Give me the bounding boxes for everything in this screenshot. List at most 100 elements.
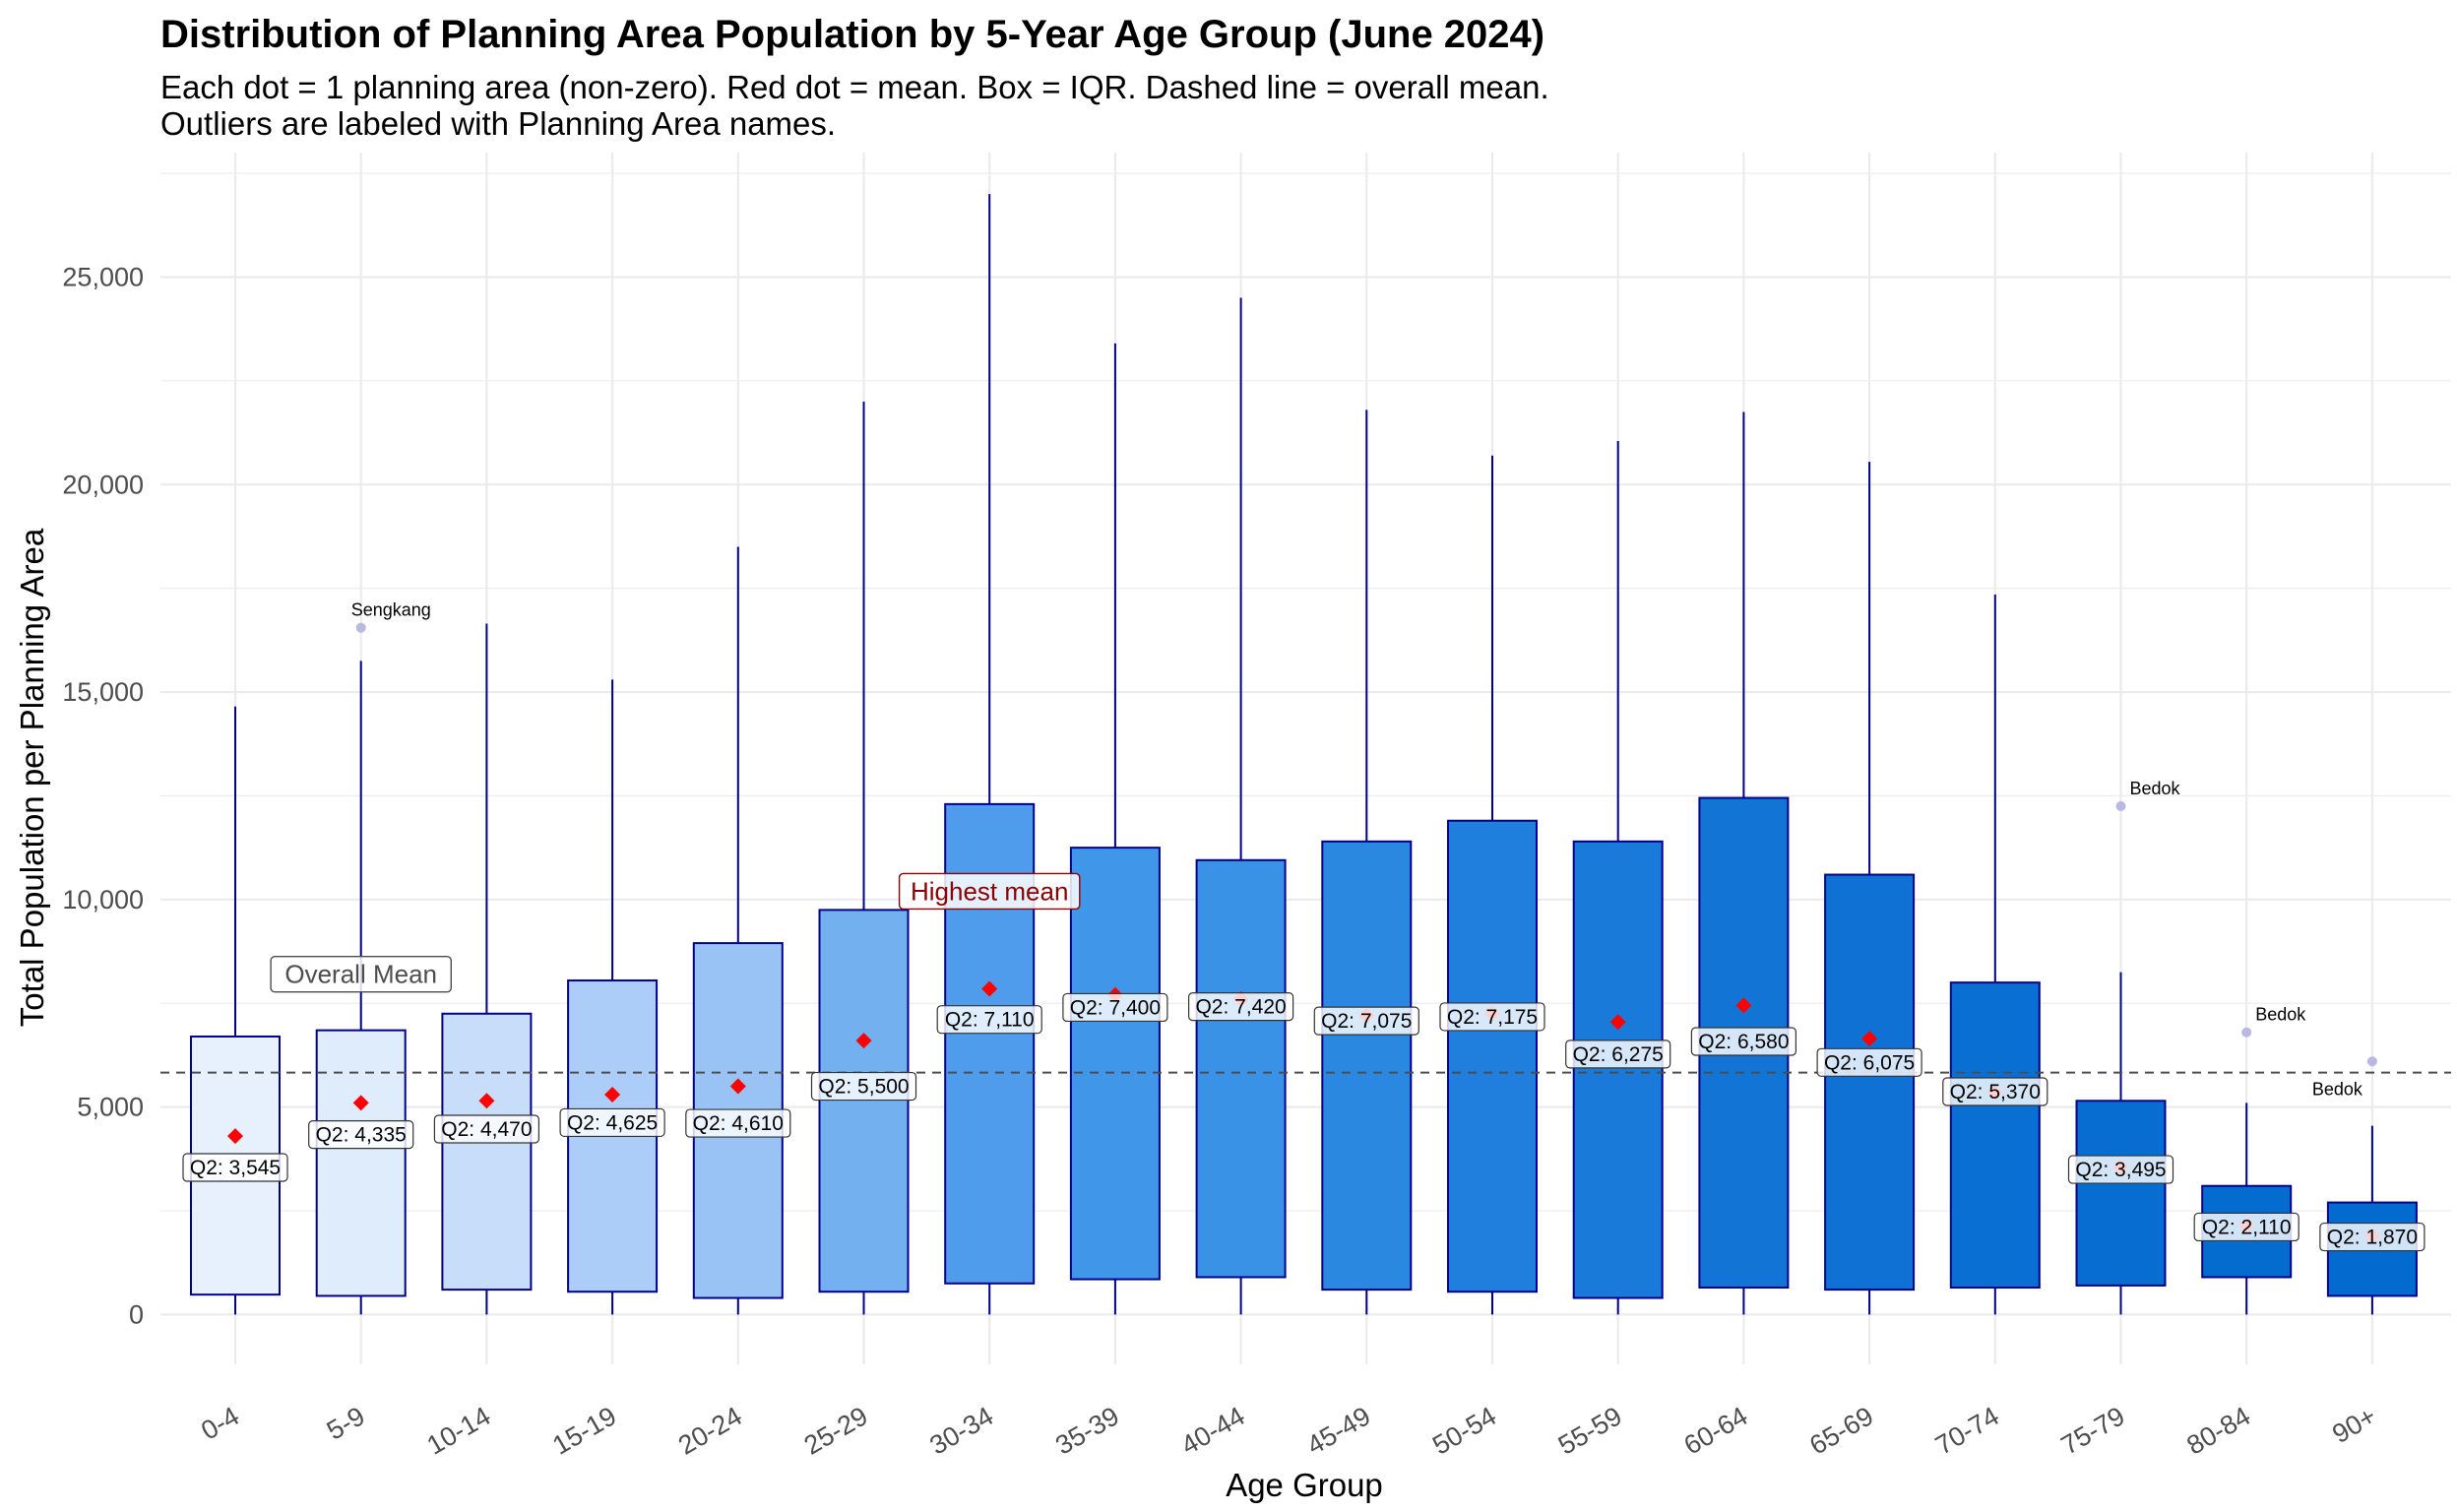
x-tick-label: 25-29	[799, 1401, 873, 1461]
median-label: Q2: 7,075	[1321, 1010, 1412, 1033]
median-label: Q2: 6,580	[1698, 1031, 1789, 1053]
x-tick-label: 90+	[2327, 1401, 2381, 1449]
chart-title: Distribution of Planning Area Population…	[160, 13, 1544, 56]
median-labels: Q2: 3,545 Q2: 4,335 Q2: 4,470 Q2: 4,625 Q2: …	[182, 992, 2426, 1252]
median-label-box	[1062, 992, 1168, 1023]
median-label: Q2: 3,545	[190, 1157, 281, 1179]
mean-marker	[855, 1033, 872, 1049]
median-label-box	[810, 1071, 917, 1102]
annotation-box	[898, 872, 1081, 911]
x-tick-label: 20-24	[673, 1401, 747, 1461]
y-axis-title: Total Population per Planning Area	[14, 528, 50, 1027]
median-label-box	[2193, 1212, 2300, 1242]
annotation-label: Highest mean	[911, 876, 1068, 906]
iqr-box	[1949, 981, 2041, 1290]
median-label-box	[1439, 1002, 1545, 1032]
mean-marker	[981, 980, 998, 997]
x-tick-label: 55-59	[1553, 1401, 1627, 1461]
iqr-box	[818, 909, 910, 1293]
median-label: Q2: 5,370	[1950, 1081, 2041, 1103]
median-label-box	[1816, 1047, 1922, 1077]
y-tick-label: 15,000	[62, 677, 144, 707]
chart-subtitle-line-2: Outliers are labeled with Planning Area …	[160, 105, 836, 142]
mean-marker	[352, 1095, 369, 1111]
median-label-box	[936, 1005, 1042, 1035]
median-label: Q2: 4,610	[693, 1112, 784, 1135]
median-label: Q2: 7,420	[1195, 996, 1286, 1019]
median-label-box	[1690, 1027, 1797, 1056]
mean-marker	[604, 1086, 621, 1102]
iqr-box	[1069, 847, 1161, 1281]
x-tick-label: 80-84	[2181, 1401, 2255, 1461]
median-label: Q2: 1,870	[2327, 1227, 2418, 1249]
median-label-box	[433, 1114, 539, 1144]
y-tick-label: 10,000	[62, 885, 144, 914]
median-label: Q2: 7,175	[1447, 1006, 1538, 1029]
outlier-label: Bedok	[2312, 1079, 2363, 1099]
x-tick-label: 35-39	[1050, 1401, 1124, 1461]
outlier-point	[2366, 1056, 2377, 1067]
y-tick-label: 25,000	[62, 262, 144, 291]
median-label-box	[2319, 1222, 2426, 1252]
mean-marker	[227, 1128, 243, 1145]
mean-marker	[478, 1093, 495, 1109]
y-axis-ticks: 0 5,000 10,000 15,000 20,000 25,000	[62, 262, 144, 1329]
mean-marker	[729, 1078, 746, 1095]
x-tick-label: 10-14	[422, 1401, 496, 1461]
median-label: Q2: 4,470	[441, 1118, 532, 1141]
median-label: Q2: 6,075	[1824, 1051, 1915, 1074]
x-tick-label: 60-64	[1679, 1401, 1753, 1461]
median-label: Q2: 2,110	[2202, 1216, 2292, 1238]
x-tick-label: 65-69	[1804, 1401, 1878, 1461]
iqr-box	[441, 1012, 533, 1292]
outlier-label: Bedok	[2130, 779, 2181, 798]
mean-marker	[1735, 997, 1752, 1014]
median-label-box	[685, 1108, 791, 1138]
iqr-box	[1824, 873, 1916, 1292]
median-label: Q2: 3,495	[2075, 1159, 2166, 1181]
median-label: Q2: 4,625	[567, 1111, 658, 1134]
mean-marker	[1609, 1014, 1626, 1031]
annotation-label: Overall Mean	[284, 960, 437, 989]
x-axis-title: Age Group	[1226, 1467, 1383, 1503]
median-label: Q2: 5,500	[818, 1076, 909, 1099]
iqr-box	[1321, 840, 1413, 1292]
iqr-box	[1572, 840, 1664, 1299]
box-series	[190, 194, 2418, 1315]
iqr-box	[2075, 1100, 2167, 1287]
x-axis-ticks: 0-4 5-9 10-14 15-19 20-24 25-29 30-34 35-39 40-4…	[196, 1401, 2381, 1461]
median-label-box	[1313, 1006, 1419, 1036]
iqr-box	[315, 1029, 407, 1297]
outlier-label: Bedok	[2255, 1005, 2306, 1025]
y-tick-label: 0	[129, 1299, 144, 1329]
median-label-box	[1187, 992, 1294, 1022]
median-label: Q2: 4,335	[316, 1124, 407, 1147]
x-tick-label: 70-74	[1930, 1401, 2004, 1461]
chart-subtitle-line-1: Each dot = 1 planning area (non-zero). R…	[160, 69, 1549, 105]
outlier-point	[2241, 1027, 2252, 1038]
outlier-label: Sengkang	[351, 600, 431, 620]
iqr-box	[1195, 858, 1287, 1279]
median-label: Q2: 7,400	[1070, 996, 1161, 1019]
median-label-box	[1942, 1077, 2048, 1106]
x-tick-label: 5-9	[322, 1401, 370, 1445]
x-tick-label: 0-4	[196, 1401, 244, 1445]
median-label-box	[1565, 1040, 1671, 1069]
outliers: Sengkang Bedok Bedok Bedok	[351, 600, 2377, 1099]
annotations: Overall Mean Highest mean	[270, 872, 1081, 993]
median-label-box	[182, 1153, 288, 1182]
median-label: Q2: 7,110	[945, 1009, 1035, 1032]
median-label-box	[559, 1107, 665, 1138]
x-tick-label: 45-49	[1301, 1401, 1375, 1461]
x-tick-label: 40-44	[1176, 1401, 1250, 1461]
mean-marker	[1861, 1031, 1878, 1047]
outlier-point	[2115, 800, 2126, 811]
median-label: Q2: 6,275	[1573, 1043, 1664, 1066]
median-label-box	[2067, 1155, 2174, 1184]
x-tick-label: 75-79	[2056, 1401, 2130, 1461]
x-tick-label: 30-34	[924, 1401, 998, 1461]
y-tick-label: 5,000	[77, 1093, 144, 1122]
iqr-box	[1447, 819, 1538, 1293]
outlier-point	[355, 622, 366, 633]
